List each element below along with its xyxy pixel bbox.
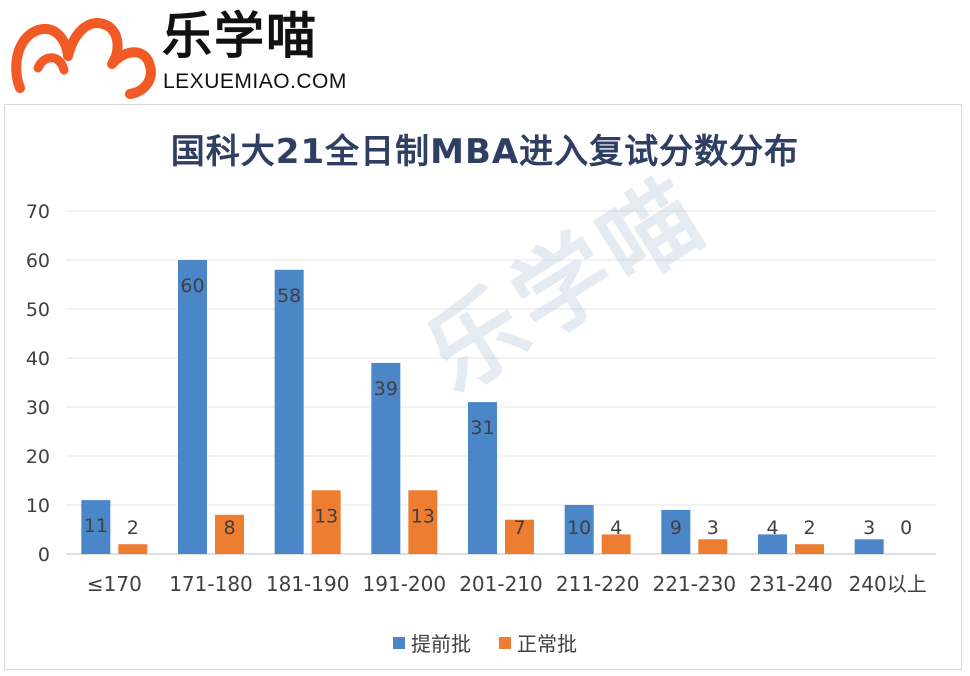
brand-domain: LEXUEMIAO.COM xyxy=(163,70,347,93)
bar-series-1 xyxy=(371,362,401,554)
data-label-series-1: 9 xyxy=(670,517,682,539)
x-tick-label: 201-210 xyxy=(459,572,543,596)
legend-label-series-1: 提前批 xyxy=(411,632,471,656)
data-label-series-2: 0 xyxy=(900,517,912,539)
bar-series-2 xyxy=(698,539,728,554)
data-label-series-2: 13 xyxy=(411,505,435,527)
chart-title: 国科大21全日制MBA进入复试分数分布 xyxy=(170,132,800,172)
bar-series-1 xyxy=(854,539,884,554)
data-label-series-2: 4 xyxy=(610,517,622,539)
bar-series-2 xyxy=(795,544,824,554)
y-tick-label: 40 xyxy=(26,348,50,370)
bar-series-2 xyxy=(215,514,244,554)
y-tick-label: 20 xyxy=(26,446,50,468)
bar-series-2 xyxy=(601,534,631,554)
data-label-series-1: 3 xyxy=(863,517,875,539)
bar-series-2 xyxy=(118,544,148,554)
data-label-series-1: 31 xyxy=(470,417,494,439)
data-label-series-1: 39 xyxy=(374,378,398,400)
y-tick-label: 50 xyxy=(26,299,50,321)
y-tick-label: 30 xyxy=(26,397,50,419)
data-label-series-2: 8 xyxy=(223,517,235,539)
x-tick-label: 181-190 xyxy=(266,572,350,596)
bar-series-1 xyxy=(81,500,111,554)
data-label-series-1: 60 xyxy=(180,275,204,297)
chart-legend: 提前批 正常批 xyxy=(0,628,970,657)
y-tick-label: 10 xyxy=(26,495,50,517)
data-label-series-2: 13 xyxy=(314,505,338,527)
y-tick-label: 70 xyxy=(26,201,50,223)
chart-frame xyxy=(4,104,962,670)
x-tick-label: 191-200 xyxy=(363,572,447,596)
y-tick-label: 0 xyxy=(38,544,50,566)
x-tick-label: 231-240 xyxy=(749,572,833,596)
bar-series-2 xyxy=(408,490,438,554)
x-tick-label: 240以上 xyxy=(849,572,927,596)
data-label-series-1: 4 xyxy=(766,517,778,539)
data-label-series-2: 7 xyxy=(513,517,525,539)
bar-series-1 xyxy=(758,534,787,554)
x-tick-label: 171-180 xyxy=(169,572,253,596)
legend-label-series-2: 正常批 xyxy=(517,632,577,656)
bar-series-1 xyxy=(178,260,207,554)
data-label-series-2: 3 xyxy=(707,517,719,539)
y-tick-label: 60 xyxy=(26,250,50,272)
x-tick-label: 221-230 xyxy=(653,572,737,596)
x-tick-label: 211-220 xyxy=(556,572,640,596)
bar-series-2 xyxy=(505,519,534,554)
legend-item-series-2: 正常批 xyxy=(499,628,577,657)
bar-series-1 xyxy=(274,269,304,554)
data-label-series-2: 2 xyxy=(127,517,139,539)
brand-name: 乐学喵 xyxy=(162,7,318,65)
data-label-series-2: 2 xyxy=(803,517,815,539)
legend-swatch-series-2 xyxy=(499,636,511,649)
bar-series-1 xyxy=(468,402,497,554)
bar-series-1 xyxy=(661,509,691,554)
legend-swatch-series-1 xyxy=(393,636,405,649)
data-label-series-1: 10 xyxy=(567,517,591,539)
bar-series-1 xyxy=(564,505,594,554)
bar-series-2 xyxy=(311,490,341,554)
x-tick-label: ≤170 xyxy=(87,572,142,596)
cat-ears-m-logo-icon xyxy=(11,18,156,99)
legend-item-series-1: 提前批 xyxy=(393,628,471,657)
data-label-series-1: 58 xyxy=(277,285,301,307)
data-label-series-1: 11 xyxy=(84,515,108,537)
